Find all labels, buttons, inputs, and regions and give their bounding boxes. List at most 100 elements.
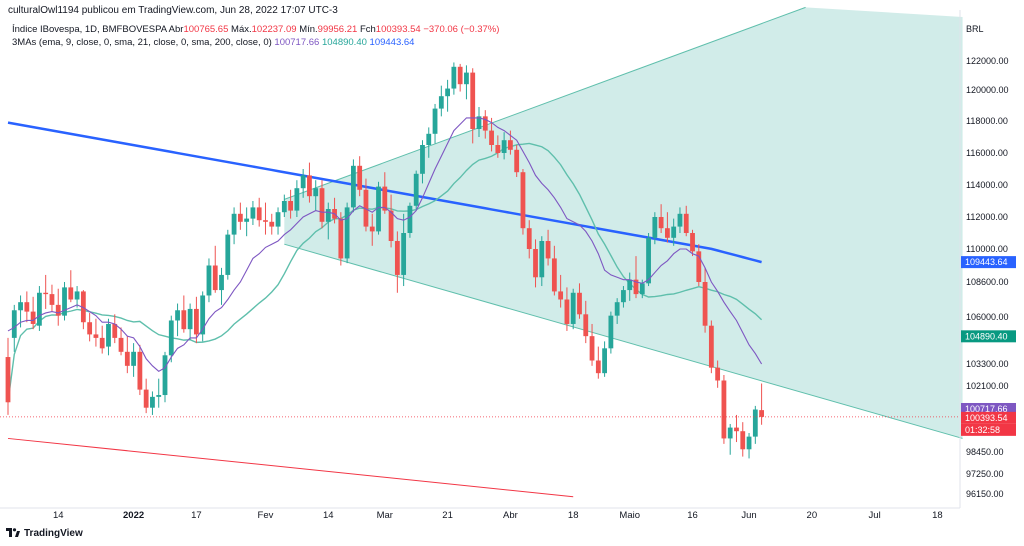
- candle: [357, 156, 363, 197]
- candle-body: [313, 188, 319, 197]
- candle: [68, 270, 74, 303]
- candle-body: [445, 88, 450, 97]
- candle-body: [451, 66, 457, 89]
- candle: [256, 197, 262, 227]
- candle-body: [476, 116, 482, 129]
- symbol-label: Índice IBovespa, 1D, BMFBOVESPA: [12, 24, 167, 35]
- price-badge-label: 01:32:58: [965, 425, 1000, 435]
- candle: [118, 327, 124, 356]
- candle: [457, 63, 463, 92]
- sma21-value: 104890.40: [321, 37, 367, 48]
- candle-body: [407, 205, 413, 233]
- candle: [294, 180, 300, 217]
- y-tick-label: 114000.00: [966, 180, 1008, 190]
- candle-body: [225, 234, 231, 275]
- ma-legend-row[interactable]: 3MAs (ema, 9, close, 0, sma, 21, close, …: [12, 36, 499, 49]
- ma-indicator-label: 3MAs (ema, 9, close, 0, sma, 21, close, …: [12, 37, 272, 48]
- x-tick-label: 14: [53, 510, 64, 521]
- candle-body: [734, 427, 739, 432]
- candle-body: [677, 213, 683, 227]
- candle: [325, 202, 331, 240]
- candle-body: [621, 290, 626, 303]
- x-tick-label: Abr: [503, 510, 518, 521]
- candle: [156, 378, 162, 408]
- candle-body: [426, 133, 432, 145]
- candle: [263, 202, 268, 235]
- candle: [150, 391, 155, 415]
- x-tick-label: Jun: [741, 510, 756, 521]
- open-value: 100765.65: [183, 24, 229, 35]
- candle-body: [43, 292, 49, 295]
- x-tick-label: Fev: [258, 510, 274, 521]
- candle-body: [489, 130, 494, 145]
- chart-legend: Índice IBovespa, 1D, BMFBOVESPA Abr10076…: [12, 23, 499, 49]
- candle: [438, 85, 444, 117]
- candle: [595, 346, 601, 379]
- candle-body: [508, 140, 513, 150]
- y-tick-label: 122000.00: [966, 56, 1009, 66]
- candle-body: [62, 287, 67, 316]
- candle-body: [727, 427, 733, 439]
- candle: [489, 117, 494, 152]
- x-axis-ticks[interactable]: 14 2022 17 Fev 14 Mar 21 Abr 18 Maio 16 Jun 20 Jul 18: [53, 510, 943, 521]
- candle-body: [118, 337, 124, 352]
- candle: [464, 65, 469, 100]
- x-tick-label: 16: [687, 510, 698, 521]
- candle-body: [595, 360, 601, 374]
- candle: [49, 284, 55, 312]
- candle: [413, 170, 419, 209]
- candle-body: [281, 201, 287, 213]
- y-tick-label: 106000.00: [966, 312, 1009, 322]
- candle: [175, 303, 180, 337]
- candle-body: [363, 189, 369, 227]
- y-tick-label: 98450.00: [966, 447, 1004, 457]
- candle: [143, 378, 149, 414]
- y-tick-label: 120000.00: [966, 85, 1009, 95]
- candle: [589, 323, 595, 366]
- candle-body: [526, 228, 532, 249]
- channel-upper-line[interactable]: [284, 6, 806, 200]
- candle: [746, 433, 752, 459]
- y-tick-label: 108600.00: [966, 277, 1009, 287]
- candle: [187, 303, 193, 340]
- y-tick-label: 110000.00: [966, 244, 1008, 254]
- tradingview-footer[interactable]: TradingView: [6, 528, 83, 539]
- candle: [112, 314, 118, 344]
- candle-body: [263, 220, 268, 222]
- price-badge-bg: [961, 256, 1016, 269]
- candle-body: [551, 258, 557, 292]
- candle-body: [413, 173, 419, 206]
- candle: [558, 274, 564, 308]
- y-axis-ticks[interactable]: 122000.00 120000.00 118000.00 116000.00 1140…: [966, 56, 1009, 499]
- change-value: −370.06 (−0.37%): [423, 24, 500, 35]
- tradingview-wordmark: TradingView: [24, 528, 83, 539]
- candle: [520, 169, 526, 235]
- candle-body: [156, 395, 162, 397]
- candle: [671, 218, 677, 246]
- candle: [338, 212, 344, 266]
- candle: [526, 220, 532, 259]
- ohlc-legend-row[interactable]: Índice IBovespa, 1D, BMFBOVESPA Abr10076…: [12, 23, 499, 36]
- candle: [62, 282, 67, 321]
- candle: [583, 300, 589, 344]
- candle-body: [11, 310, 17, 338]
- price-badge-sma21: 104890.40: [961, 330, 1016, 343]
- trendline-red[interactable]: [7, 437, 574, 498]
- candle-body: [570, 292, 576, 324]
- chart-plot-area[interactable]: [0, 6, 963, 498]
- candle-body: [721, 380, 727, 439]
- candle-body: [150, 396, 155, 408]
- candle-body: [501, 140, 507, 153]
- y-tick-label: 96150.00: [966, 489, 1004, 499]
- price-badge-label: 104890.40: [965, 331, 1008, 341]
- candle-body: [175, 310, 180, 321]
- candle-body: [80, 291, 86, 323]
- candle-body: [256, 207, 262, 221]
- x-tick-label: Jul: [869, 510, 881, 521]
- candle-body: [614, 302, 620, 316]
- candle: [307, 162, 312, 203]
- candle-body: [752, 409, 758, 437]
- candle-body: [206, 265, 212, 296]
